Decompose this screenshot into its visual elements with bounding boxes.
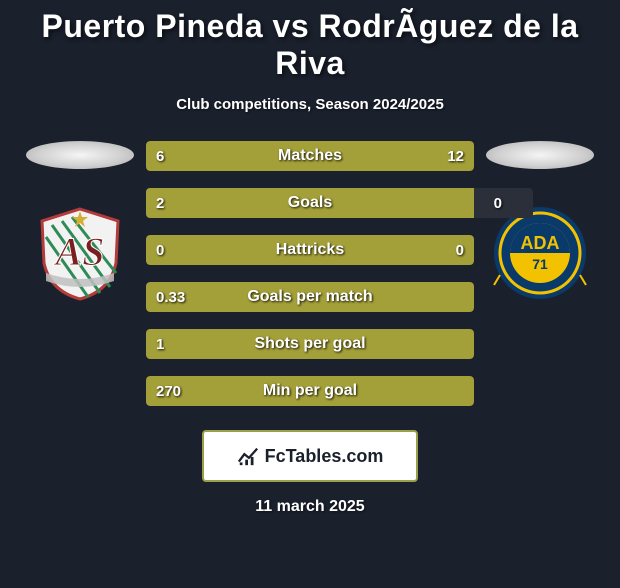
svg-text:AS: AS xyxy=(53,229,105,274)
bar-empty-extension xyxy=(474,188,533,218)
svg-text:ADA: ADA xyxy=(521,233,560,253)
player-right-column: ADA 71 xyxy=(480,141,600,303)
stat-bar-goals: 20Goals xyxy=(146,188,474,218)
player-left-column: AS xyxy=(20,141,140,303)
comparison-bars: 612Matches 20Goals 00Hattricks 0.33Goals pe… xyxy=(140,141,480,406)
bar-fill xyxy=(146,376,474,406)
stat-bar-matches: 612Matches xyxy=(146,141,474,171)
subtitle: Club competitions, Season 2024/2025 xyxy=(10,96,610,113)
chart-icon xyxy=(237,445,259,467)
svg-text:71: 71 xyxy=(532,256,548,272)
bar-fill-right xyxy=(255,141,474,171)
club-crest-right: ADA 71 xyxy=(490,203,590,303)
club-crest-left: AS xyxy=(30,203,130,303)
comparison-main: AS 612Matches 20Goals 00Hattricks 0.33Goals… xyxy=(10,141,610,406)
bar-fill xyxy=(146,282,474,312)
branding-badge: FcTables.com xyxy=(202,430,418,482)
player-photo-placeholder-left xyxy=(26,141,134,169)
stat-bar-hattricks: 00Hattricks xyxy=(146,235,474,265)
date-label: 11 march 2025 xyxy=(10,498,610,516)
bar-fill-left xyxy=(146,141,255,171)
infographic-root: Puerto Pineda vs RodrÃ­guez de la Riva C… xyxy=(0,8,620,516)
page-title: Puerto Pineda vs RodrÃ­guez de la Riva xyxy=(10,8,610,82)
stat-bar-min-per-goal: 270Min per goal xyxy=(146,376,474,406)
player-photo-placeholder-right xyxy=(486,141,594,169)
branding-text: FcTables.com xyxy=(265,446,384,467)
stat-bar-shots-per-goal: 1Shots per goal xyxy=(146,329,474,359)
stat-bar-goals-per-match: 0.33Goals per match xyxy=(146,282,474,312)
bar-fill xyxy=(146,329,474,359)
bar-fill-left xyxy=(146,188,474,218)
bar-fill xyxy=(146,235,474,265)
